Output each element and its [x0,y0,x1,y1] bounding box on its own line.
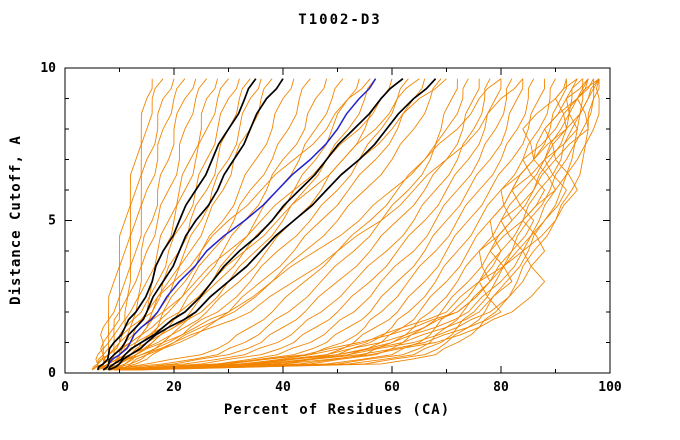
x-tick-label: 40 [275,380,291,395]
series-line-orange [108,78,273,371]
series-line-orange [97,78,420,371]
series-line-black [96,78,257,371]
series-line-orange [113,78,524,371]
series-line-orange [97,78,175,370]
series-line-black [108,78,437,371]
series-line-orange [141,78,600,371]
x-tick-label: 0 [61,380,69,395]
series-line-orange [135,78,600,371]
y-tick-label: 0 [48,366,56,381]
series-line-orange [92,78,371,371]
series-line-orange [103,78,524,371]
series-line-orange [135,78,589,371]
series-line-orange [130,78,595,371]
x-tick-label: 100 [598,380,622,395]
y-tick-label: 10 [40,61,56,76]
series-line-orange [102,78,229,371]
x-axis-label: Percent of Residues (CA) [223,402,451,418]
series-line-orange [119,78,426,371]
series-line-orange [91,78,164,371]
series-line-orange [103,78,458,371]
series-line-orange [119,78,567,371]
series-line-orange [113,78,393,371]
series-line-orange [135,78,600,371]
series-line-orange [113,78,513,371]
series-line-black [102,78,284,371]
x-tick-label: 20 [166,380,182,395]
series-line-orange [108,78,480,371]
series-line-orange [103,78,469,371]
series-line-orange [119,78,546,371]
series-line-orange [124,78,584,371]
series-line-orange [119,78,442,371]
series-line-orange [97,78,502,371]
x-tick-label: 80 [493,380,509,395]
chart-title: T1002-D3 [298,12,382,28]
series-line-orange [113,78,360,371]
series-line-orange [119,78,556,371]
series-line-orange [119,78,578,371]
series-line-orange [91,78,404,371]
series-line-black [107,78,404,371]
series-line-orange [124,78,594,371]
y-tick-label: 5 [48,214,56,229]
series-line-blue [102,78,377,371]
x-tick-label: 60 [384,380,400,395]
series-line-orange [119,78,567,371]
series-line-orange [108,78,502,371]
series-line-orange [108,78,491,371]
series-line-orange [97,78,186,371]
series-line-orange [124,78,589,371]
series-line-orange [113,78,409,371]
